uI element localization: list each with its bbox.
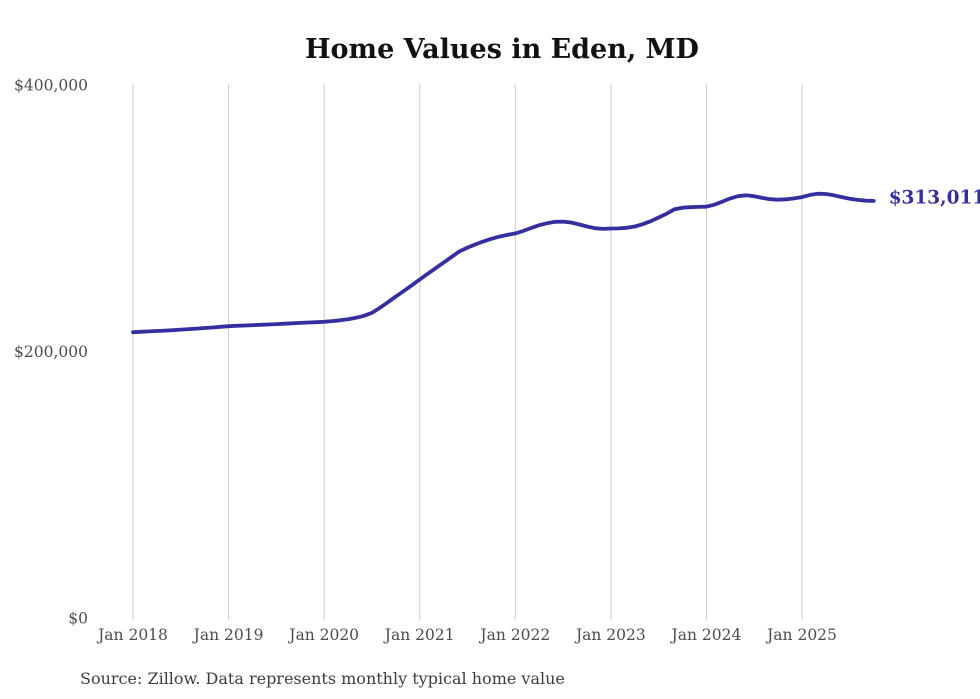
x-tick-label: Jan 2022 <box>478 626 550 644</box>
y-tick-label: $200,000 <box>14 343 88 361</box>
final-value-label: $313,011 <box>889 187 980 208</box>
y-tick-label: $0 <box>68 610 88 628</box>
x-tick-label: Jan 2024 <box>670 626 742 644</box>
x-tick-label: Jan 2021 <box>383 626 455 644</box>
y-axis-labels: $0 $200,000 $400,000 <box>14 77 88 628</box>
y-tick-label: $400,000 <box>14 77 88 95</box>
gridlines <box>132 84 803 620</box>
x-tick-label: Jan 2025 <box>765 626 837 644</box>
chart-title: Home Values in Eden, MD <box>305 34 699 65</box>
source-note: Source: Zillow. Data represents monthly … <box>80 669 565 688</box>
x-tick-label: Jan 2023 <box>574 626 646 644</box>
home-value-line <box>131 191 876 335</box>
x-tick-label: Jan 2018 <box>96 626 168 644</box>
x-tick-label: Jan 2019 <box>192 626 264 644</box>
x-tick-label: Jan 2020 <box>287 626 359 644</box>
x-axis-labels: Jan 2018 Jan 2019 Jan 2020 Jan 2021 Jan 2022… <box>96 626 837 644</box>
